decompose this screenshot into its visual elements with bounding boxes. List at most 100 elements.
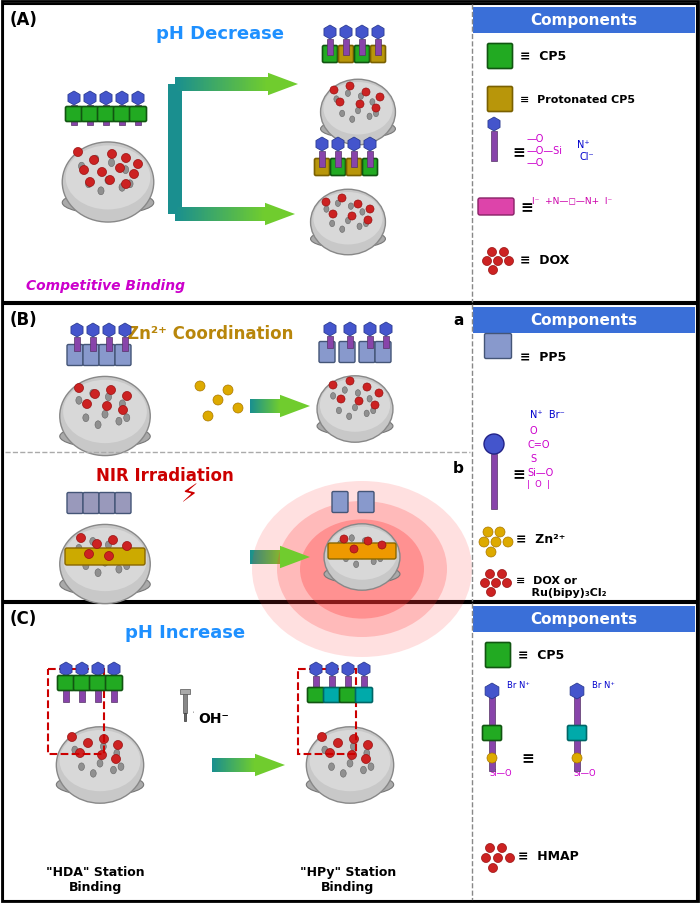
Bar xyxy=(213,759,214,772)
FancyBboxPatch shape xyxy=(370,46,386,63)
Ellipse shape xyxy=(371,408,376,414)
Bar xyxy=(222,759,224,772)
Bar xyxy=(327,337,333,349)
Bar xyxy=(192,208,194,222)
Bar xyxy=(223,208,225,222)
Polygon shape xyxy=(344,322,356,337)
Bar xyxy=(574,691,580,771)
Text: Components: Components xyxy=(531,14,638,29)
Bar xyxy=(122,338,128,351)
Bar xyxy=(252,551,253,564)
Bar xyxy=(275,399,276,414)
Bar xyxy=(216,78,218,92)
Bar xyxy=(251,551,253,564)
Bar xyxy=(254,759,256,772)
Bar xyxy=(263,551,265,564)
FancyBboxPatch shape xyxy=(478,199,514,216)
Bar xyxy=(278,399,279,414)
Bar xyxy=(265,551,266,564)
Polygon shape xyxy=(103,323,115,338)
Circle shape xyxy=(350,545,358,554)
Polygon shape xyxy=(348,138,360,152)
Bar xyxy=(279,551,281,564)
Circle shape xyxy=(372,105,380,113)
Bar xyxy=(3,304,697,601)
Ellipse shape xyxy=(360,767,366,774)
Circle shape xyxy=(487,248,496,257)
Bar xyxy=(221,78,224,92)
FancyBboxPatch shape xyxy=(99,345,115,366)
Bar xyxy=(188,78,190,92)
Bar xyxy=(214,78,216,92)
Bar xyxy=(183,78,186,92)
Bar xyxy=(259,399,260,414)
Circle shape xyxy=(337,396,345,404)
Bar xyxy=(279,551,280,564)
Bar xyxy=(270,551,272,564)
Bar xyxy=(186,208,188,222)
Bar xyxy=(268,551,270,564)
Bar xyxy=(272,399,274,414)
FancyBboxPatch shape xyxy=(328,544,396,559)
Bar xyxy=(206,208,209,222)
Bar xyxy=(260,551,262,564)
Bar xyxy=(256,399,258,414)
Circle shape xyxy=(108,150,116,159)
Bar xyxy=(208,78,210,92)
Bar xyxy=(259,78,261,92)
Circle shape xyxy=(491,537,501,547)
Circle shape xyxy=(336,99,344,107)
Bar xyxy=(181,78,183,92)
Circle shape xyxy=(363,384,371,392)
Bar xyxy=(270,399,272,414)
Bar xyxy=(229,208,232,222)
Bar xyxy=(234,208,236,222)
Bar xyxy=(359,40,365,56)
Bar xyxy=(226,78,229,92)
Circle shape xyxy=(489,266,498,275)
Circle shape xyxy=(495,527,505,537)
Ellipse shape xyxy=(367,114,372,120)
Circle shape xyxy=(80,166,88,175)
Bar xyxy=(226,208,228,222)
Polygon shape xyxy=(265,203,295,226)
Bar xyxy=(225,759,227,772)
Circle shape xyxy=(104,552,113,561)
Bar xyxy=(205,208,207,222)
Bar xyxy=(212,78,215,92)
Bar xyxy=(253,551,255,564)
Circle shape xyxy=(329,382,337,389)
FancyBboxPatch shape xyxy=(113,107,130,123)
Circle shape xyxy=(195,382,205,392)
Text: ⚡: ⚡ xyxy=(181,482,199,507)
Bar xyxy=(258,551,259,564)
Bar xyxy=(246,759,248,772)
Bar xyxy=(228,208,230,222)
Text: S: S xyxy=(530,453,536,463)
FancyBboxPatch shape xyxy=(358,492,374,513)
Bar xyxy=(260,399,261,414)
Bar xyxy=(367,152,373,168)
Ellipse shape xyxy=(334,97,339,103)
Bar xyxy=(267,551,269,564)
Circle shape xyxy=(122,392,132,401)
Ellipse shape xyxy=(364,411,369,417)
Bar xyxy=(251,399,252,414)
Ellipse shape xyxy=(116,565,122,573)
Ellipse shape xyxy=(356,108,360,115)
Circle shape xyxy=(348,213,356,220)
Bar xyxy=(223,78,225,92)
Bar xyxy=(272,399,274,414)
Bar xyxy=(178,78,181,92)
Bar xyxy=(230,208,233,222)
Bar xyxy=(335,152,341,168)
Bar xyxy=(248,759,250,772)
Circle shape xyxy=(108,535,118,545)
Bar xyxy=(226,759,228,772)
Polygon shape xyxy=(71,323,83,338)
Circle shape xyxy=(483,527,493,537)
Bar xyxy=(262,399,263,414)
Bar xyxy=(227,759,229,772)
Bar xyxy=(351,152,357,168)
Bar xyxy=(253,551,255,564)
